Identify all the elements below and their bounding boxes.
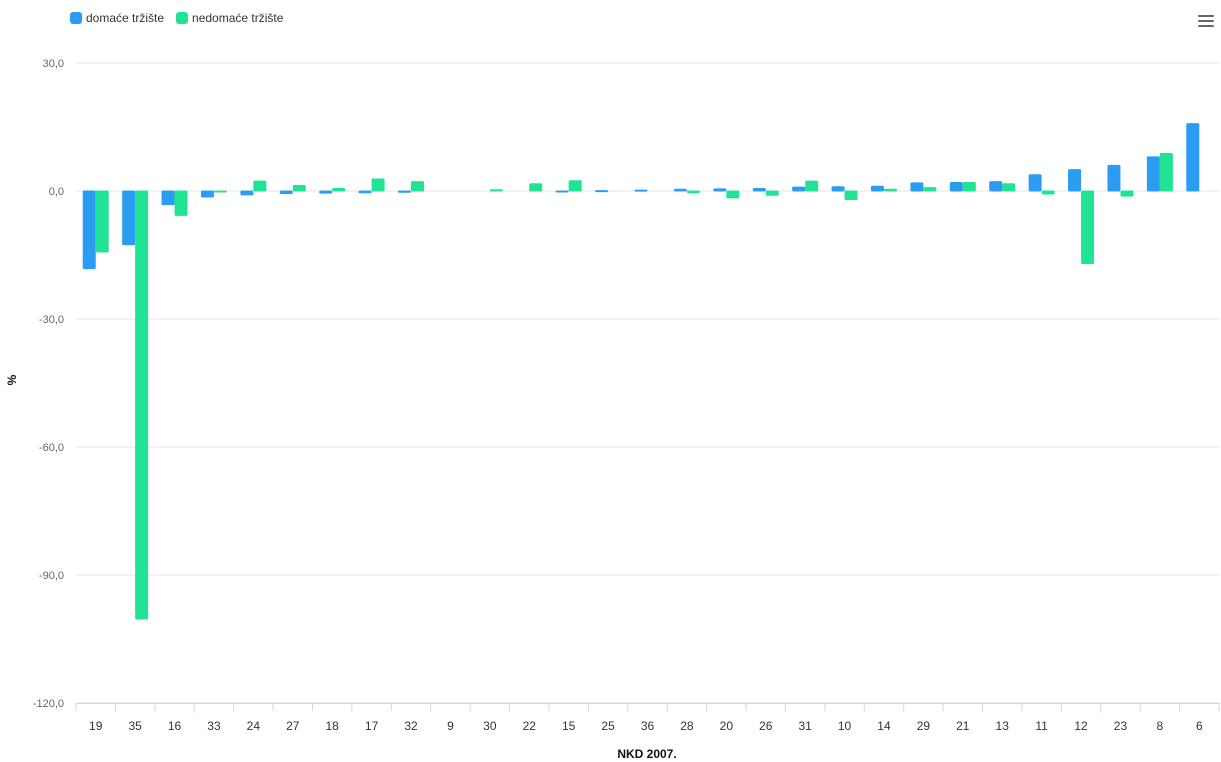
bar-domestic	[595, 190, 609, 193]
bar-domestic	[949, 181, 963, 192]
bar-domestic	[240, 190, 254, 196]
y-axis-title: %	[5, 374, 19, 385]
bar-domestic	[1107, 164, 1121, 192]
bar-domestic	[279, 190, 293, 195]
legend-item-foreign[interactable]: nedomaće tržište	[176, 11, 283, 25]
y-tick-label: 30,0	[43, 58, 64, 70]
bar-foreign	[686, 190, 700, 194]
bar-foreign	[568, 180, 582, 192]
bar-foreign	[962, 181, 976, 192]
bar-foreign	[923, 187, 937, 192]
bar-domestic	[122, 190, 136, 246]
bar-foreign	[805, 180, 819, 192]
bar-foreign	[1002, 183, 1016, 192]
y-tick-label: -120,0	[33, 698, 64, 710]
bar-domestic	[161, 190, 175, 206]
bar-foreign	[174, 190, 188, 216]
x-axis-title: NKD 2007.	[617, 747, 676, 761]
x-tick-label: 26	[759, 719, 773, 733]
x-tick-label: 30	[483, 719, 497, 733]
hamburger-menu-icon[interactable]	[1195, 12, 1217, 28]
x-tick-label: 31	[798, 719, 812, 733]
bar-foreign	[292, 184, 306, 192]
bar-domestic	[82, 190, 96, 270]
y-tick-label: -60,0	[39, 442, 64, 454]
x-tick-label: 19	[89, 719, 103, 733]
x-tick-label: 24	[247, 719, 261, 733]
x-tick-label: 20	[720, 719, 734, 733]
bar-domestic	[1146, 156, 1160, 192]
bar-domestic	[831, 186, 845, 192]
x-tick-label: 36	[641, 719, 655, 733]
x-tick-label: 12	[1074, 719, 1088, 733]
legend-swatch-foreign	[176, 12, 189, 24]
bar-domestic	[398, 190, 412, 193]
bar-domestic	[910, 182, 924, 192]
bar-foreign	[726, 190, 740, 199]
x-tick-label: 21	[956, 719, 970, 733]
x-tick-label: 32	[404, 719, 418, 733]
bar-foreign	[95, 190, 109, 253]
x-tick-label: 17	[365, 719, 379, 733]
x-tick-label: 10	[838, 719, 852, 733]
bar-domestic	[792, 186, 806, 192]
bar-domestic	[713, 188, 727, 192]
bar-foreign	[1120, 190, 1134, 197]
bar-foreign	[765, 190, 779, 196]
bar-domestic	[1028, 174, 1042, 192]
x-tick-label: 29	[917, 719, 931, 733]
x-tick-label: 28	[680, 719, 694, 733]
legend-label-foreign: nedomaće tržište	[192, 11, 284, 25]
x-tick-label: 33	[207, 719, 221, 733]
bar-domestic	[1068, 169, 1082, 192]
x-tick-label: 16	[168, 719, 182, 733]
x-tick-label: 23	[1114, 719, 1128, 733]
bar-foreign	[1041, 190, 1055, 195]
y-tick-label: -30,0	[39, 314, 64, 326]
bar-foreign	[529, 183, 543, 192]
bar-foreign	[883, 188, 897, 192]
bar-domestic	[1186, 123, 1200, 192]
bar-foreign	[844, 190, 858, 201]
x-tick-label: 13	[996, 719, 1010, 733]
legend-label-domestic: domaće tržište	[86, 11, 165, 25]
bar-foreign	[1159, 152, 1173, 192]
legend-swatch-domestic	[70, 12, 82, 24]
bar-domestic	[752, 187, 766, 192]
bar-domestic	[555, 190, 569, 193]
x-tick-label: 25	[601, 719, 615, 733]
x-tick-label: 6	[1196, 719, 1203, 733]
x-tick-label: 9	[447, 719, 454, 733]
bar-foreign	[411, 181, 425, 192]
bar-domestic	[200, 190, 214, 198]
chart-legend: domaće tržište nedomaće tržište	[70, 11, 283, 25]
x-tick-label: 18	[326, 719, 340, 733]
bar-foreign	[253, 180, 267, 192]
x-tick-label: 15	[562, 719, 576, 733]
x-tick-label: 11	[1035, 719, 1048, 733]
bar-foreign	[135, 190, 149, 620]
bar-foreign	[332, 187, 346, 192]
bar-foreign	[213, 190, 227, 193]
x-tick-label: 35	[128, 719, 142, 733]
bar-domestic	[989, 181, 1003, 192]
y-tick-label: -90,0	[39, 570, 64, 582]
bar-foreign	[371, 178, 385, 192]
bar-foreign	[1081, 190, 1095, 265]
x-tick-label: 22	[523, 719, 537, 733]
x-tick-label: 27	[286, 719, 300, 733]
bar-domestic	[358, 190, 372, 194]
y-tick-label: 0,0	[49, 186, 64, 198]
bar-foreign	[489, 189, 503, 192]
x-tick-label: 14	[877, 719, 891, 733]
x-tick-label: 8	[1157, 719, 1164, 733]
bar-domestic	[319, 190, 333, 194]
bar-domestic	[634, 189, 648, 192]
legend-item-domestic[interactable]: domaće tržište	[70, 11, 164, 25]
bar-domestic	[673, 188, 687, 192]
bar-domestic	[870, 185, 884, 192]
